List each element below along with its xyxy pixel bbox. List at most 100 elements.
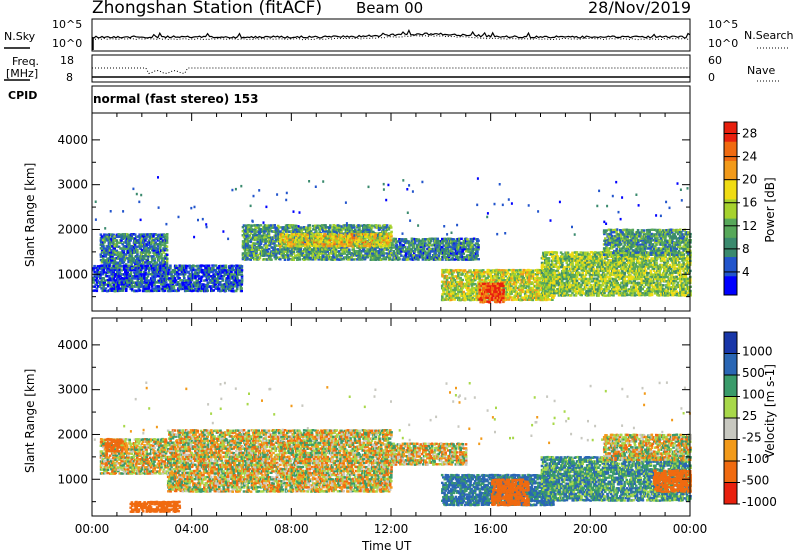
power-echo-cell [200, 275, 204, 278]
power-echo-cell [140, 237, 144, 240]
power-echo-cell [146, 283, 150, 286]
power-echo-cell [153, 239, 156, 242]
power-echo-cell [162, 267, 166, 270]
power-echo-cell [452, 269, 455, 272]
power-echo-cell [285, 233, 289, 236]
power-echo-cell [338, 224, 341, 228]
power-echo-cell [108, 274, 111, 278]
power-echo-cell [159, 273, 162, 276]
power-echo-cell [139, 257, 142, 260]
power-echo-cell [95, 283, 99, 286]
power-echo-cell [130, 267, 134, 270]
power-echo-cell [279, 258, 282, 261]
power-echo-cell [124, 263, 128, 266]
power-echo-cell [267, 247, 271, 251]
power-echo-cell [157, 281, 161, 284]
power-echo-cell [142, 255, 146, 258]
power-echo-cell [150, 257, 154, 260]
power-echo-cell [146, 257, 150, 260]
power-echo-cell [127, 274, 130, 278]
power-echo-cell [161, 277, 164, 280]
power-echo-cell [327, 228, 331, 231]
power-echo-cell [144, 271, 147, 274]
power-echo-cell [100, 255, 104, 258]
power-echo-cell [112, 233, 115, 236]
power-echo-cell [144, 285, 147, 288]
power-echo-cell [375, 224, 378, 227]
power-echo-cell [162, 264, 165, 267]
power-echo-cell [304, 226, 308, 229]
power-echo-cell [117, 275, 120, 278]
power-echo-cell [444, 252, 447, 255]
power-echo-cell [148, 247, 152, 250]
power-echo-cell [118, 287, 121, 290]
power-echo-cell [154, 241, 157, 244]
power-echo-cell [324, 233, 327, 236]
power-echo-cell [169, 266, 172, 269]
power-echo-cell [417, 258, 420, 261]
power-echo-cell [124, 255, 128, 258]
power-echo-cell [436, 248, 439, 251]
power-echo-cell [147, 272, 151, 276]
power-echo-cell [104, 237, 107, 240]
power-echo-cell [117, 261, 120, 264]
power-echo-cell [395, 254, 399, 257]
power-echo-cell [108, 239, 112, 242]
power-echo-cell [138, 261, 142, 264]
power-echo-cell [123, 256, 127, 260]
power-echo-cell [153, 245, 156, 248]
power-echo-cell [160, 254, 163, 258]
power-echo-cell [287, 254, 290, 257]
power-echo-cell [119, 267, 122, 270]
power-echo-cell [134, 268, 137, 272]
power-echo-cell [160, 253, 163, 256]
power-echo-cell [216, 273, 220, 276]
power-echo-cell [107, 261, 111, 264]
power-echo-cell [121, 289, 125, 292]
power-echo-cell [132, 261, 136, 264]
power-echo-cell [140, 245, 144, 248]
power-echo-cell [165, 287, 169, 290]
power-echo-cell [462, 258, 466, 261]
power-echo-cell [129, 251, 132, 254]
power-echo-cell [100, 235, 104, 238]
power-echo-cell [102, 285, 105, 288]
power-echo-cell [169, 264, 172, 267]
power-echo-cell [157, 264, 161, 268]
power-echo-cell [124, 283, 128, 286]
power-echo-cell [185, 289, 188, 292]
power-echo-cell [158, 242, 162, 246]
power-echo-cell [129, 287, 133, 291]
power-echo-cell [109, 255, 113, 258]
power-echo-cell [144, 253, 147, 256]
power-echo-cell [92, 278, 95, 282]
power-echo-cell [161, 243, 164, 247]
power-echo-cell [261, 246, 264, 249]
power-echo-cell [333, 256, 336, 259]
power-echo-cell [116, 263, 120, 266]
power-echo-cell [154, 267, 157, 270]
power-echo-cell [108, 251, 112, 254]
power-echo-cell [376, 237, 379, 240]
power-echo-cell [162, 239, 165, 242]
power-echo-cell [99, 243, 103, 246]
power-echo-cell [156, 235, 160, 238]
power-echo-cell [250, 248, 254, 251]
power-echo-cell [153, 243, 156, 246]
power-echo-cell [247, 224, 250, 227]
power-echo-cell [140, 253, 144, 256]
power-echo-cell [150, 255, 154, 258]
power-echo-cell [240, 269, 244, 272]
power-echo-cell [119, 257, 122, 260]
power-echo-cell [156, 244, 160, 248]
power-echo-cell [103, 281, 106, 284]
power-echo-cell [108, 249, 112, 252]
power-echo-cell [154, 264, 157, 268]
power-echo-cell [162, 251, 165, 254]
power-echo-cell [130, 259, 134, 262]
power-echo-cell [127, 257, 130, 260]
power-echo-cell [149, 261, 153, 264]
power-echo-cell [139, 270, 143, 274]
power-echo-cell [106, 257, 109, 260]
power-echo-cell [157, 253, 161, 256]
